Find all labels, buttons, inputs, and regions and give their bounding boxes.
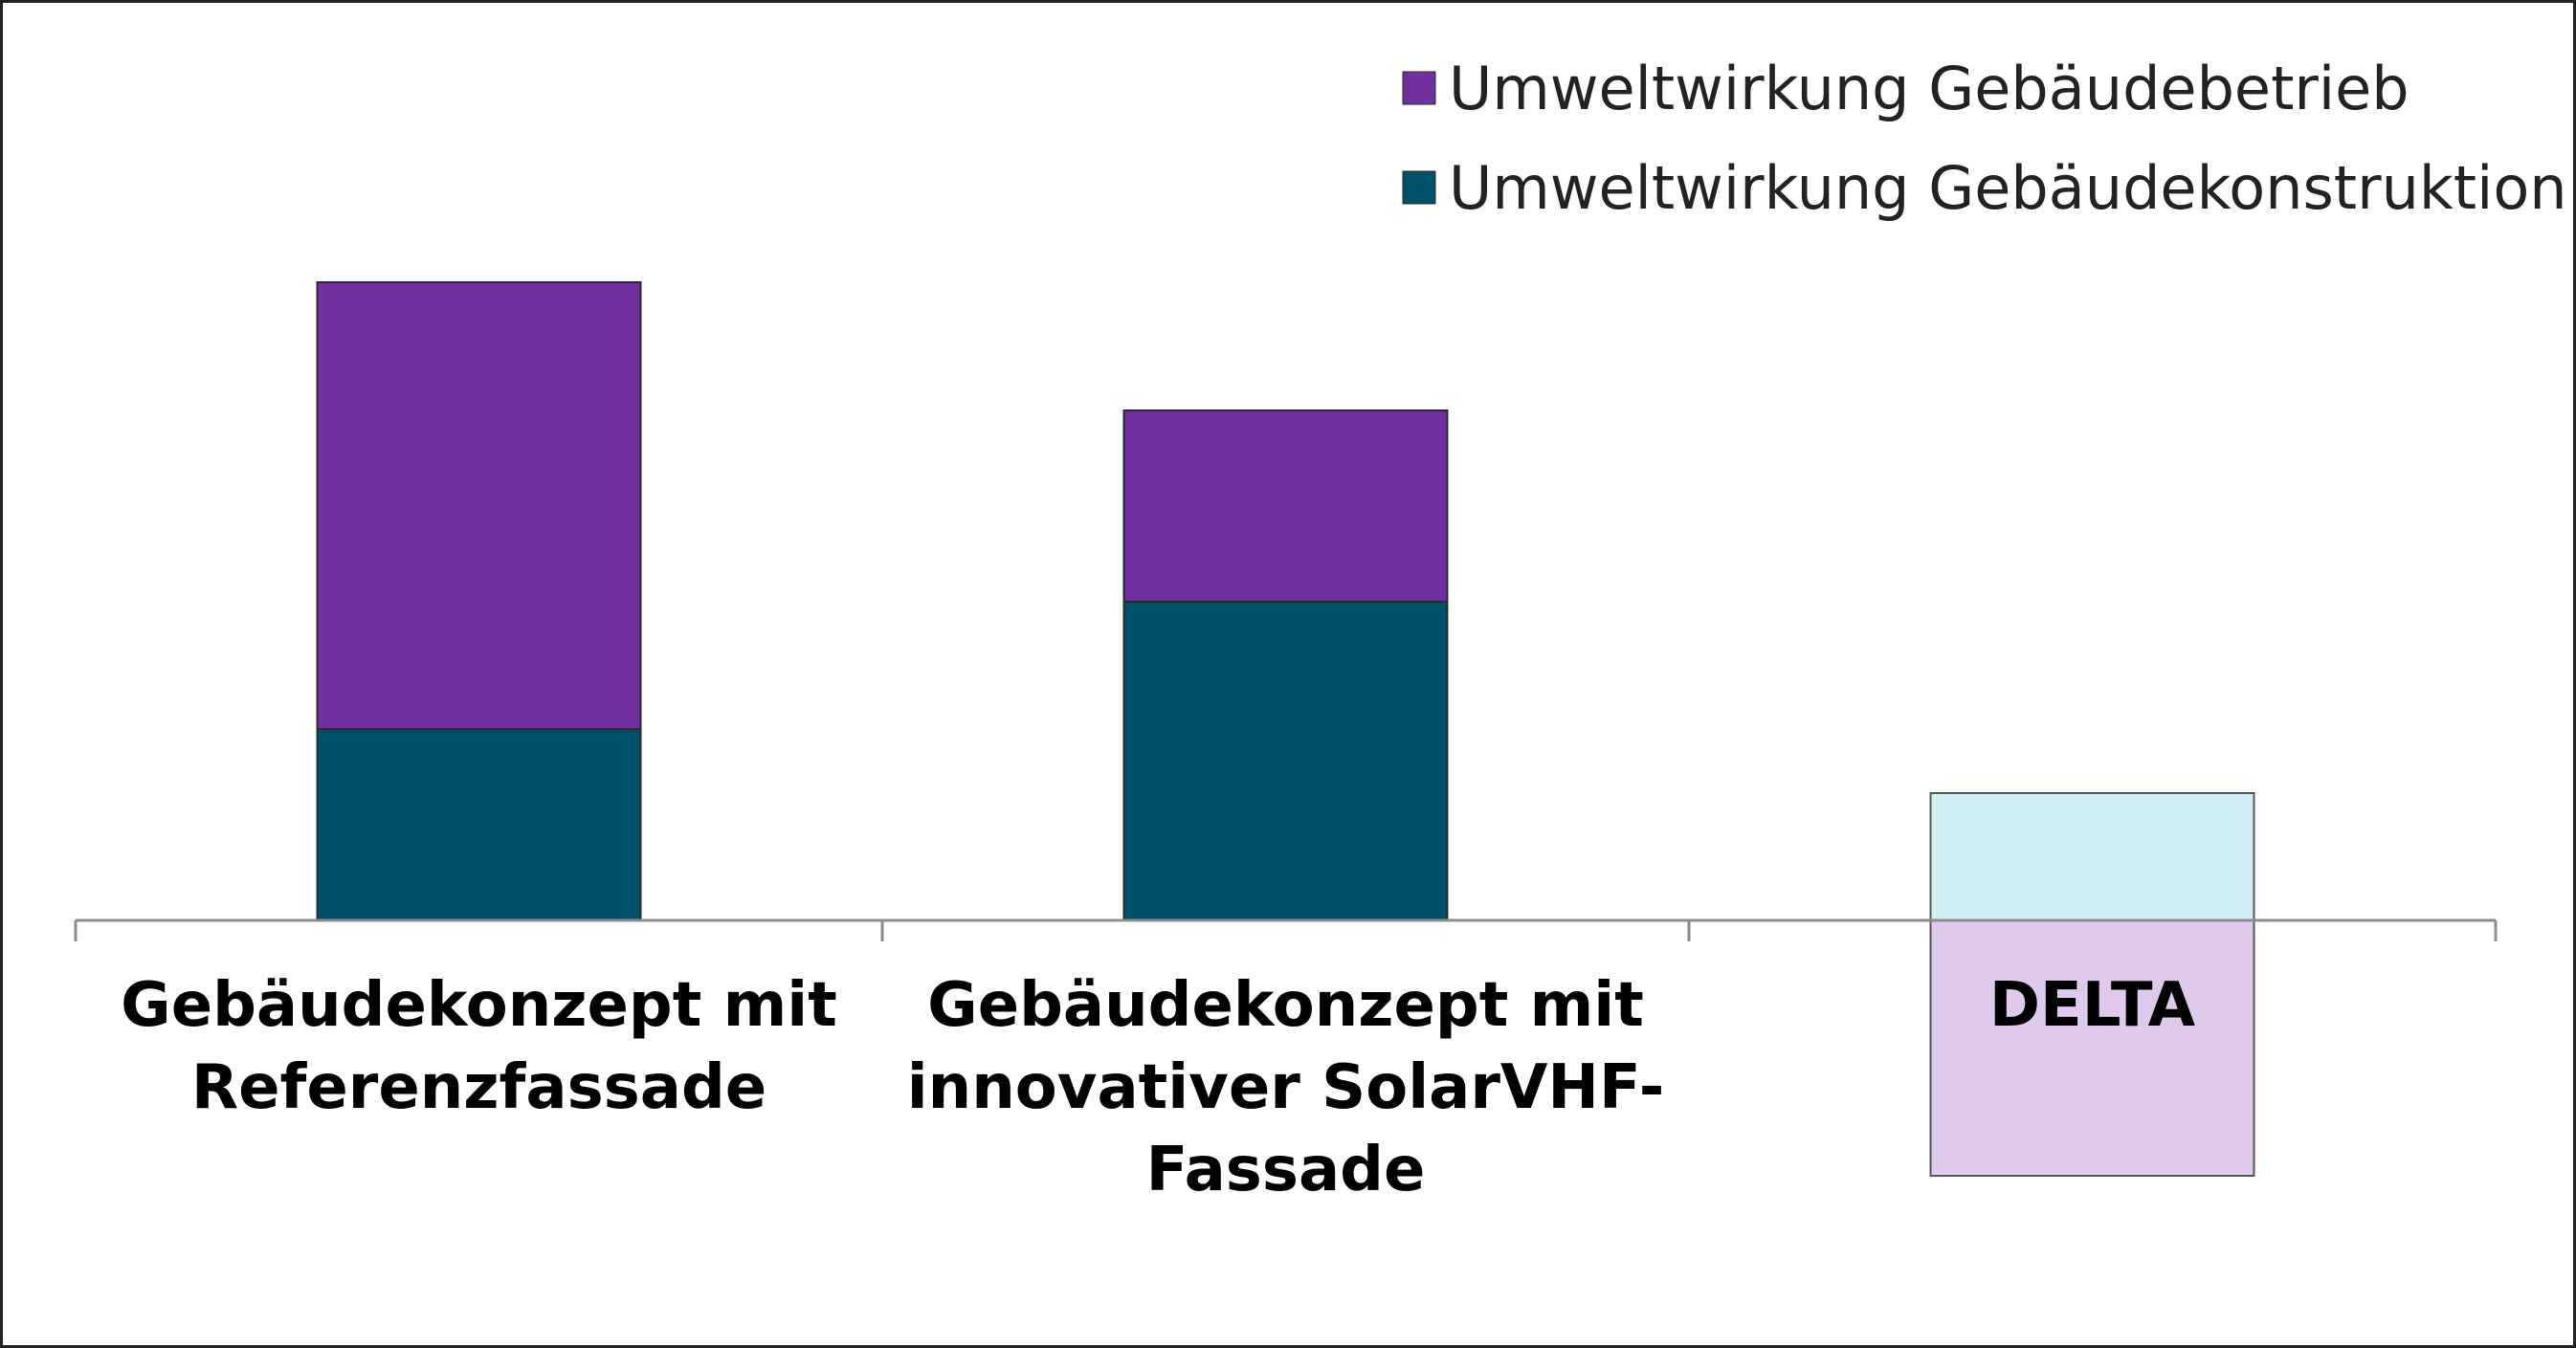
x-axis — [74, 918, 2498, 941]
legend-swatch-umweltwirkung-gebaeudekonstruktion — [1402, 170, 1436, 205]
tick-label-line: DELTA — [1989, 970, 2196, 1041]
tick-label-line: Referenzfassade — [191, 1052, 766, 1123]
tick-label-line: Fassade — [1146, 1135, 1426, 1205]
bar-umweltwirkung-gebaeudebetrieb-2 — [1122, 409, 1449, 603]
tick-label-delta: DELTA — [1989, 970, 2196, 1041]
legend-swatch-umweltwirkung-gebaeudebetrieb — [1402, 71, 1436, 105]
bar-umweltwirkung-gebaeudebetrieb-1 — [316, 281, 642, 730]
bar-umweltwirkung-gebaeudekonstruktion-1 — [316, 728, 642, 921]
legend-label-umweltwirkung-gebaeudebetrieb: Umweltwirkung Gebäudebetrieb — [1449, 54, 2409, 123]
tick-label-line: Gebäudekonzept mit — [121, 970, 837, 1041]
tick-label-gebaeudekonzept-mit-innovativer-solarvhf-fassade: Gebäudekonzept mit innovativer SolarVHF- F… — [907, 970, 1665, 1205]
tick-label-gebaeudekonzept-mit-referenzfassade: Gebäudekonzept mit Referenzfassade — [121, 970, 837, 1123]
tick-label-line: Gebäudekonzept mit — [927, 970, 1644, 1041]
tick-label-line: innovativer SolarVHF- — [907, 1052, 1665, 1123]
legend-label-umweltwirkung-gebaeudekonstruktion: Umweltwirkung Gebäudekonstruktion — [1449, 153, 2567, 223]
legend: Umweltwirkung Gebäudebetrieb Umweltwirkun… — [1402, 54, 2567, 223]
bars-layer — [316, 281, 2255, 1177]
bar-delta-positive — [1929, 792, 2255, 921]
bar-umweltwirkung-gebaeudekonstruktion-2 — [1122, 601, 1449, 921]
category-labels: Gebäudekonzept mit ReferenzfassadeGebäude… — [121, 970, 2195, 1205]
bar-delta-negative — [1929, 919, 2255, 1177]
